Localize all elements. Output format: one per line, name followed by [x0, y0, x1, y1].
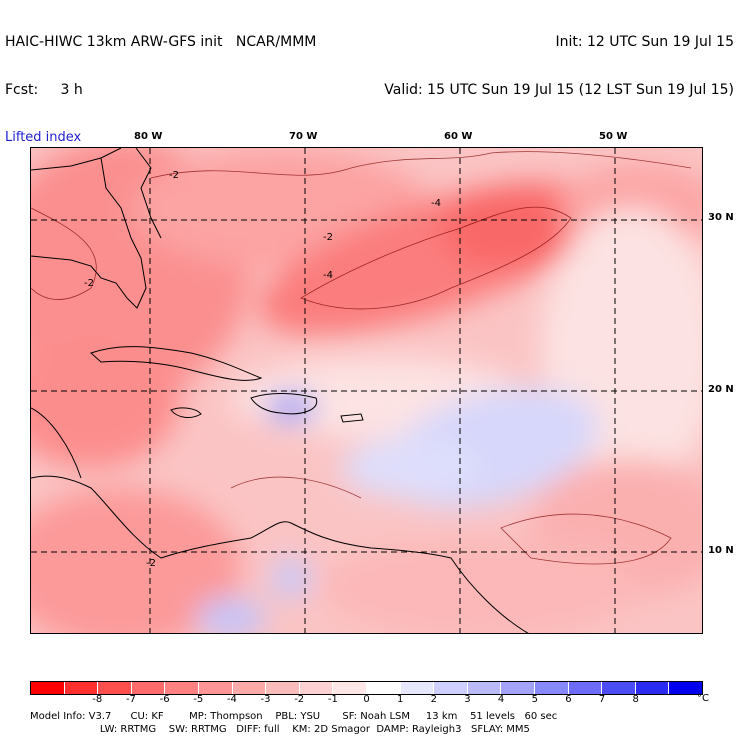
lifted-index-map: -2 -2 -2 -2 -4 -4 [30, 147, 703, 634]
field-name: Lifted index [5, 130, 82, 145]
valid-time: Valid: 15 UTC Sun 19 Jul 15 (12 LST Sun … [384, 82, 734, 98]
colorbar-swatch [501, 682, 535, 694]
colorbar-tick-label: 2 [430, 694, 437, 705]
colorbar-tick-label: 1 [396, 694, 404, 705]
colorbar-swatch [232, 682, 267, 694]
colorbar-tick-label: -1 [327, 694, 338, 705]
colorbar-swatch [198, 682, 233, 694]
colorbar-swatch [467, 682, 502, 694]
coastline-us-east [135, 148, 162, 239]
coastline-puerto-rico [340, 413, 364, 423]
colorbar-swatch [635, 682, 670, 694]
colorbar-tick-label: -5 [193, 694, 204, 705]
colorbar-swatch [131, 682, 166, 694]
coastline-jamaica [170, 407, 202, 418]
colorbar-swatch [266, 682, 300, 694]
colorbar-swatch [165, 682, 199, 694]
forecast-hour: Fcst: 3 h [5, 82, 83, 98]
colorbar-unit: °C [697, 693, 709, 704]
colorbar-swatch [602, 682, 636, 694]
map-canvas: -2 -2 -2 -2 -4 -4 [31, 148, 702, 633]
colorbar-tick-label: 4 [497, 694, 505, 705]
colorbar-swatch [299, 682, 334, 694]
colorbar-tick-label: -4 [226, 694, 237, 705]
colorbar-swatch [434, 682, 468, 694]
colorbar-tick-label: 5 [531, 694, 538, 705]
colorbar-swatch [64, 682, 99, 694]
lon-label-60w: 60 W [444, 131, 473, 142]
coastline-south-america-central-america [31, 475, 529, 633]
colorbar-swatch [400, 682, 435, 694]
colorbar [30, 681, 703, 695]
contour-label: -4 [323, 270, 333, 281]
lat-label-30n: 30 N [708, 212, 734, 223]
contour-lines [31, 151, 692, 565]
colorbar-tick-label: -3 [260, 694, 271, 705]
coastline-hispaniola [250, 392, 318, 415]
contour-label: -2 [146, 558, 156, 569]
colorbar-swatch [534, 682, 569, 694]
init-time: Init: 12 UTC Sun 19 Jul 15 [555, 34, 734, 50]
colorbar-swatch [31, 682, 65, 694]
colorbar-tick-label: 8 [632, 694, 639, 705]
coastline-cuba [90, 346, 263, 381]
model-info-line2: LW: RRTMG SW: RRTMG DIFF: full KM: 2D Sm… [30, 724, 530, 735]
colorbar-swatch [333, 682, 367, 694]
lat-label-10n: 10 N [708, 545, 734, 556]
colorbar-swatch [568, 682, 603, 694]
colorbar-tick-label: -2 [294, 694, 305, 705]
coastline-florida-gulf [31, 148, 147, 309]
contour-label: -4 [431, 198, 441, 209]
colorbar-tick-label: -7 [125, 694, 136, 705]
colorbar-tick-label: 6 [565, 694, 572, 705]
header-left: HAIC-HIWC 13km ARW-GFS init NCAR/MMM Fcs… [5, 2, 316, 162]
coastline-yucatan [31, 407, 82, 479]
contour-label: -2 [169, 170, 179, 181]
lon-label-80w: 80 W [134, 131, 163, 142]
colorbar-swatch [669, 682, 702, 694]
colorbar-tick-label: -8 [92, 694, 103, 705]
contour-label-group: -2 -2 -2 -2 -4 -4 [84, 170, 441, 569]
colorbar-swatch [366, 682, 401, 694]
contour-label: -2 [323, 232, 333, 243]
model-info-line1: Model Info: V3.7 CU: KF MP: Thompson PBL… [30, 711, 558, 722]
colorbar-tick-label: 7 [598, 694, 606, 705]
contour-label: -2 [84, 278, 94, 289]
colorbar-tick-label: 0 [363, 694, 370, 705]
colorbar-tick-label: -6 [159, 694, 170, 705]
model-title: HAIC-HIWC 13km ARW-GFS init NCAR/MMM [5, 34, 317, 50]
colorbar-tick-label: 3 [464, 694, 471, 705]
header-right: Init: 12 UTC Sun 19 Jul 15 Valid: 15 UTC… [384, 2, 734, 114]
colorbar-swatch [98, 682, 132, 694]
graticule [31, 148, 702, 633]
coastlines [31, 148, 529, 633]
lon-label-50w: 50 W [599, 131, 628, 142]
lat-label-20n: 20 N [708, 384, 734, 395]
lon-label-70w: 70 W [289, 131, 318, 142]
